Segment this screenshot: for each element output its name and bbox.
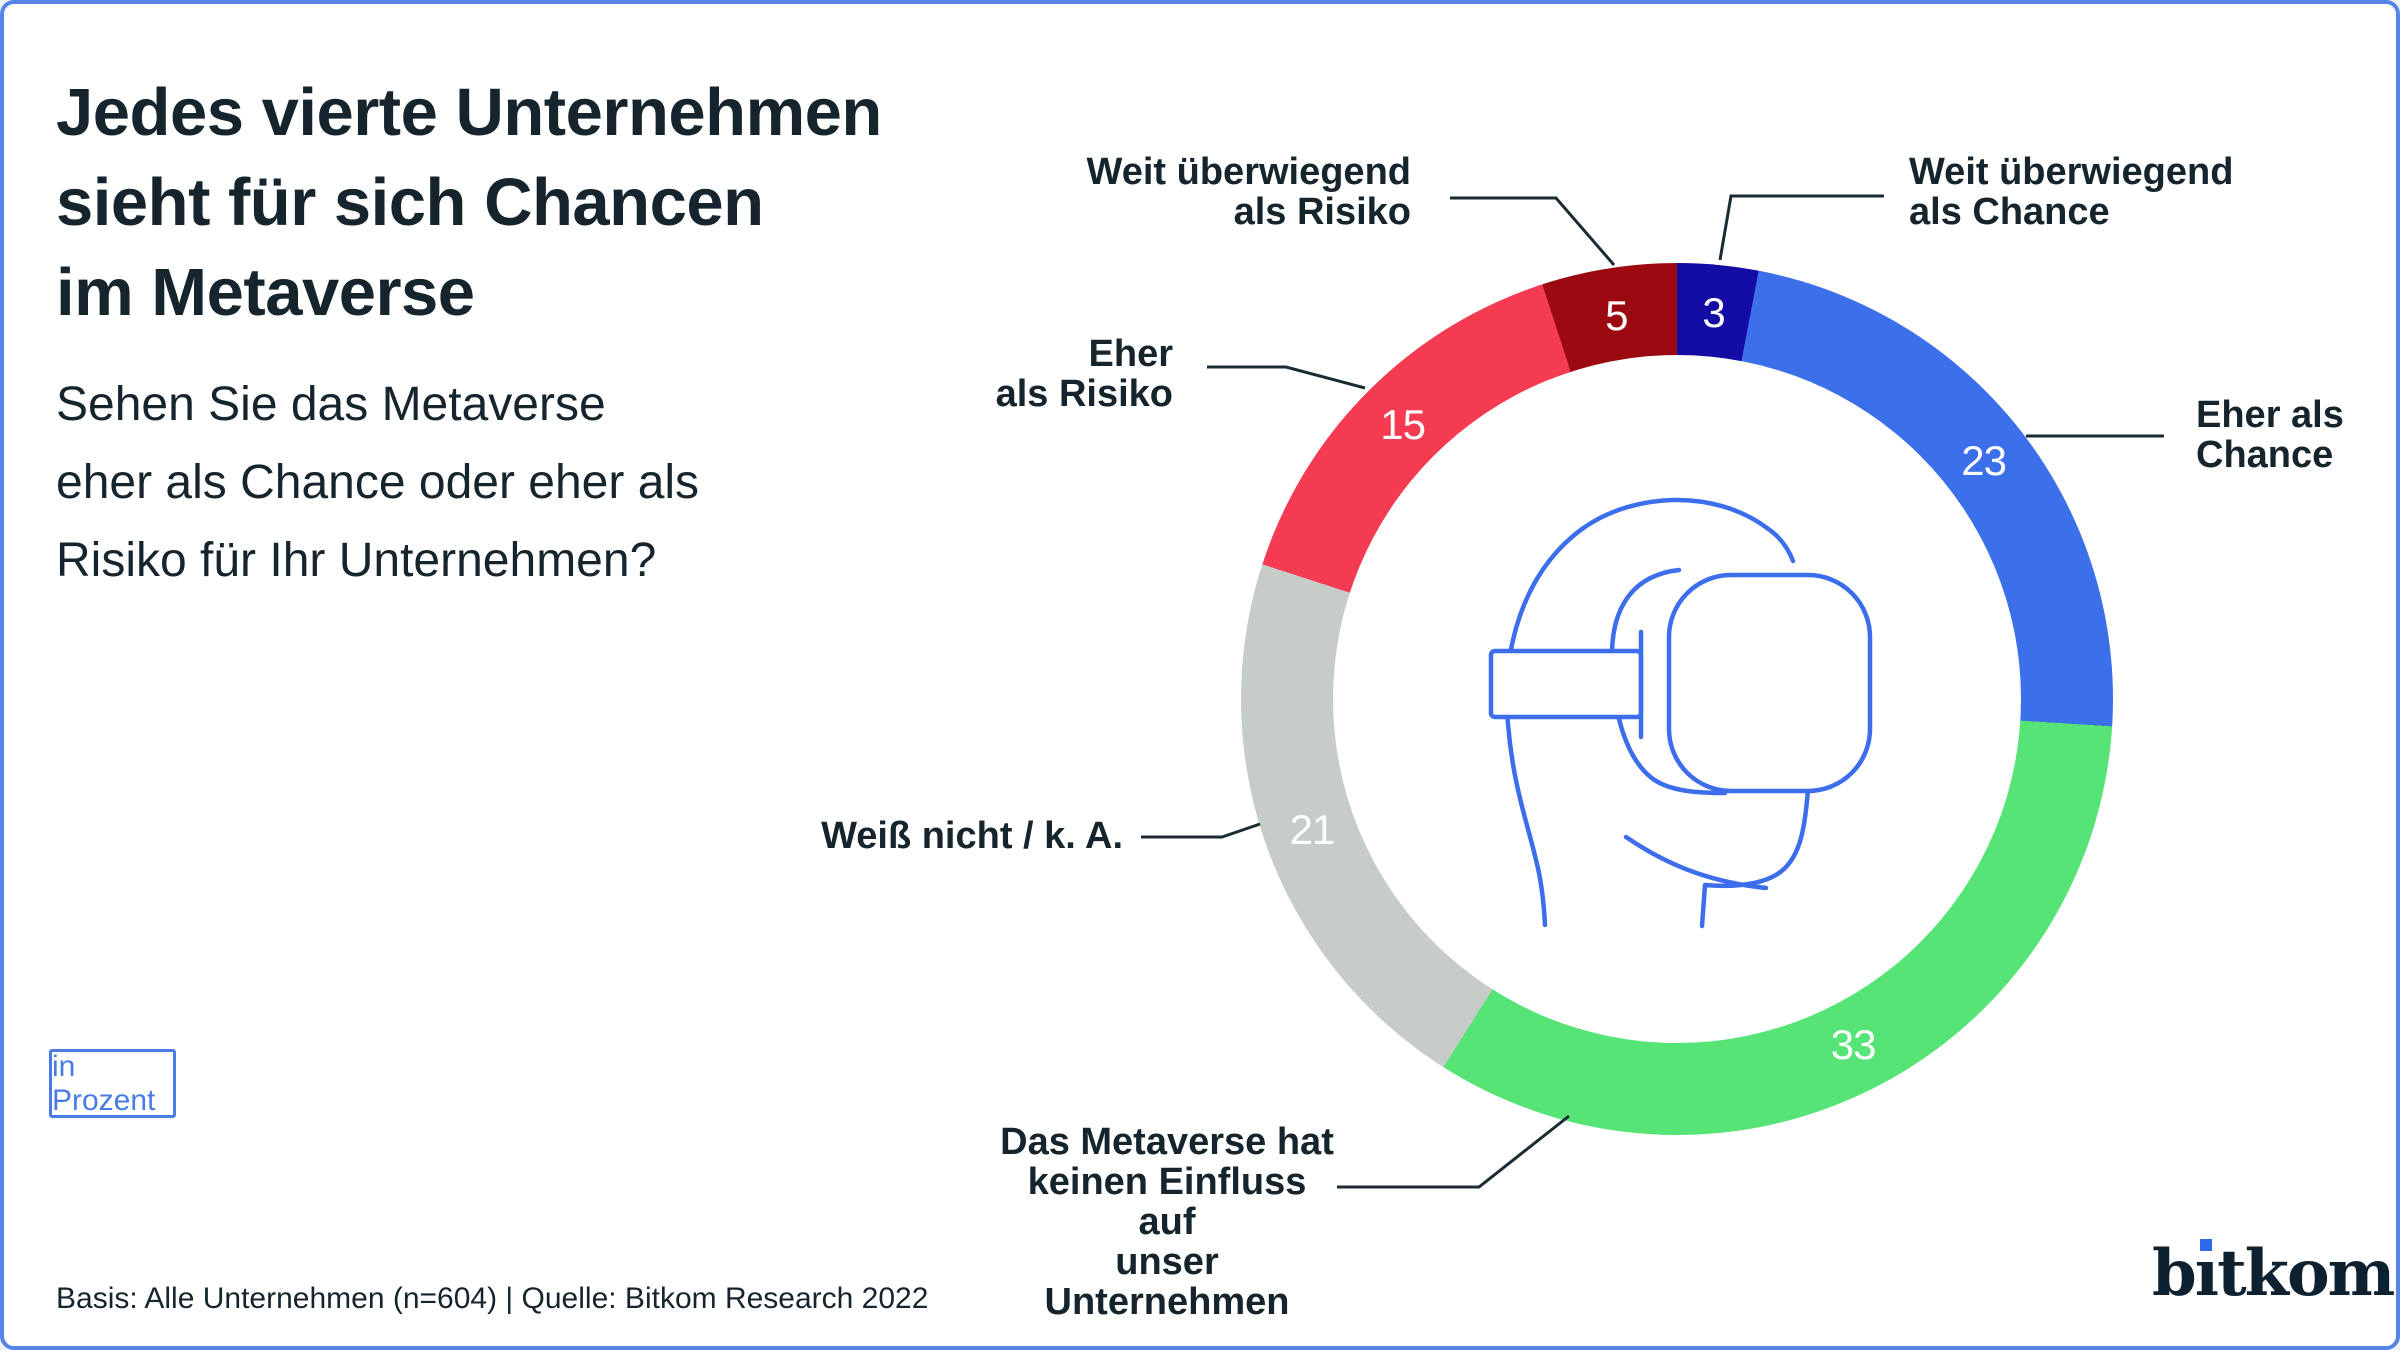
label-kein-einfluss: Das Metaverse hat keinen Einfluss auf un… xyxy=(1000,1121,1334,1323)
label-weiss-nicht: Weiß nicht / k. A. xyxy=(821,815,1123,857)
title-line: im Metaverse xyxy=(56,255,475,330)
segment-value: 23 xyxy=(1961,437,2007,485)
page-title: Jedes vierte Unternehmen sieht für sich … xyxy=(56,68,882,338)
title-line: Jedes vierte Unternehmen xyxy=(56,75,882,150)
label-weit-ueberwiegend-als-chance: Weit überwiegend als Chance xyxy=(1909,151,2234,233)
label-eher-als-chance: Eher als Chance xyxy=(2196,394,2344,476)
unit-badge-label: in Prozent xyxy=(52,1049,156,1117)
subtitle-line: Sehen Sie das Metaverse xyxy=(56,378,606,431)
logo-i-dot xyxy=(2199,1239,2212,1251)
subtitle-line: Risiko für Ihr Unternehmen? xyxy=(56,534,657,587)
source-footnote: Basis: Alle Unternehmen (n=604) | Quelle… xyxy=(56,1282,929,1315)
title-line: sieht für sich Chancen xyxy=(56,165,764,240)
callout-line-kein-einfluss xyxy=(1337,1114,1570,1189)
cheek-line xyxy=(1623,834,1769,891)
bitkom-logo: bı tkom xyxy=(2152,1236,2395,1311)
segment-value: 5 xyxy=(1605,291,1628,339)
headset-strap xyxy=(1488,648,1644,720)
unit-badge: in Prozent xyxy=(49,1049,176,1118)
segment-value: 3 xyxy=(1702,288,1725,336)
callout-line-weit-chance xyxy=(1718,194,1884,261)
label-eher-als-risiko: Eher als Risiko xyxy=(995,333,1173,415)
vr-headset-illustration xyxy=(1488,497,1873,929)
callout-line-eher-risiko xyxy=(1207,365,1366,390)
donut-chart: 3 23 33 21 15 5 xyxy=(1241,263,2113,1135)
segment-value: 15 xyxy=(1380,400,1426,448)
segment-value: 21 xyxy=(1289,806,1336,854)
callout-line-weiss-nicht xyxy=(1141,822,1261,839)
headset-front-box xyxy=(1666,572,1873,794)
callout-line-weit-risiko xyxy=(1450,196,1616,266)
head-outline xyxy=(1504,497,1796,928)
jaw-line xyxy=(1699,786,1811,929)
label-weit-ueberwiegend-als-risiko: Weit überwiegend als Risiko xyxy=(1086,151,1411,233)
subtitle-line: eher als Chance oder eher als xyxy=(56,456,700,509)
segment-value: 33 xyxy=(1830,1020,1877,1068)
survey-question: Sehen Sie das Metaverse eher als Chance … xyxy=(56,366,699,600)
